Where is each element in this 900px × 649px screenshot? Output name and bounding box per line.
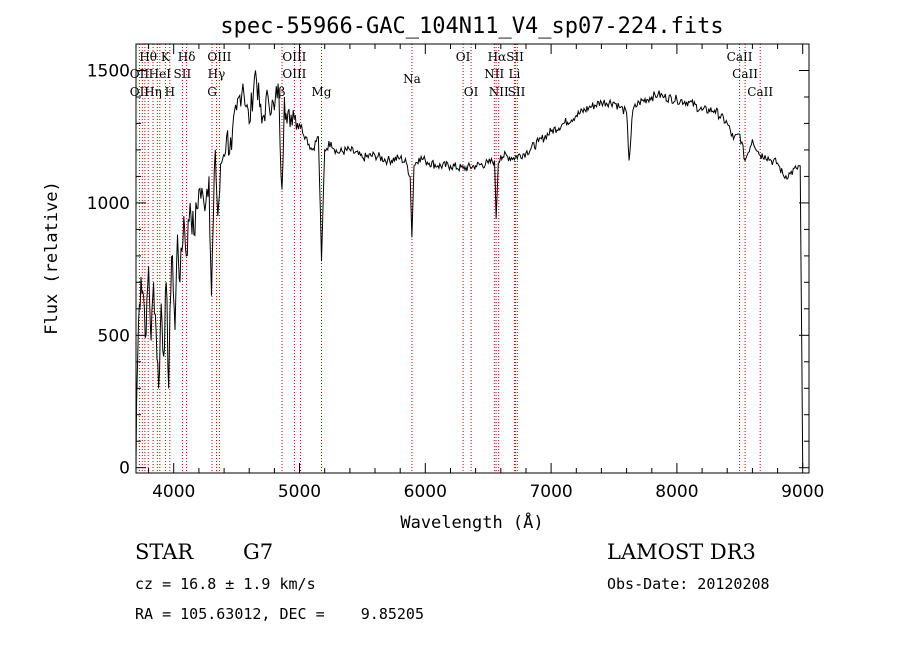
line-id-label: CaII — [727, 50, 753, 64]
x-tick-label: 6000 — [404, 482, 447, 502]
x-tick-label: 5000 — [278, 482, 321, 502]
y-tick-label: 0 — [119, 459, 130, 479]
line-id-label: K — [161, 50, 171, 64]
line-id-label: NII — [484, 67, 504, 81]
line-id-label: Hθ — [139, 50, 157, 64]
line-id-label: CaII — [747, 85, 773, 99]
flux-series-line — [135, 70, 804, 468]
line-id-label: β — [279, 85, 286, 99]
x-tick-label: 9000 — [781, 482, 824, 502]
line-id-label: SII — [174, 67, 192, 81]
y-axis: 0 500 1000 1500 — [87, 62, 809, 479]
spectral-subclass: G7 — [243, 540, 273, 564]
x-tick-label: 8000 — [655, 482, 698, 502]
y-tick-label: 1500 — [87, 62, 130, 82]
line-id-label: OI — [464, 85, 479, 99]
obs-date: Obs-Date: 20120208 — [607, 575, 770, 593]
chart-title: spec-55966-GAC_104N11_V4_sp07-224.fits — [220, 14, 723, 39]
x-axis: 4000 5000 6000 7000 8000 9000 — [148, 44, 824, 502]
line-id-label: Li — [508, 67, 520, 81]
line-id-label: OIII — [207, 50, 231, 64]
line-id-label: Hγ — [208, 67, 226, 81]
line-id-label: OII — [130, 67, 150, 81]
ra-dec: RA = 105.63012, DEC = 9.85205 — [135, 605, 424, 623]
line-id-label: G — [207, 85, 217, 99]
y-tick-label: 500 — [98, 326, 130, 346]
line-id-label: H — [165, 85, 175, 99]
line-id-label: Hδ — [178, 50, 196, 64]
line-id-label: OIII — [282, 50, 306, 64]
line-id-label: Mg — [312, 85, 332, 99]
y-tick-label: 1000 — [87, 194, 130, 214]
line-id-label: OII — [130, 85, 150, 99]
line-id-label: Na — [403, 72, 421, 86]
x-tick-label: 7000 — [529, 482, 572, 502]
plot-frame — [135, 43, 810, 474]
x-tick-label: 4000 — [152, 482, 195, 502]
line-id-label: SII — [508, 85, 526, 99]
line-id-label: Hη — [144, 85, 162, 99]
y-axis-label: Flux (relative) — [42, 181, 62, 335]
line-id-label: OIII — [282, 67, 306, 81]
line-marker-group — [138, 44, 761, 473]
line-id-label: NII — [489, 85, 509, 99]
redshift-cz: cz = 16.8 ± 1.9 km/s — [135, 575, 316, 593]
line-id-label: OI — [456, 50, 471, 64]
x-axis-label: Wavelength (Å) — [400, 511, 543, 533]
line-id-label: HeI — [149, 67, 172, 81]
line-id-label: HαSII — [488, 50, 525, 64]
object-type: STAR — [135, 540, 194, 564]
line-id-label: CaII — [732, 67, 758, 81]
survey-name: LAMOST DR3 — [607, 540, 756, 564]
